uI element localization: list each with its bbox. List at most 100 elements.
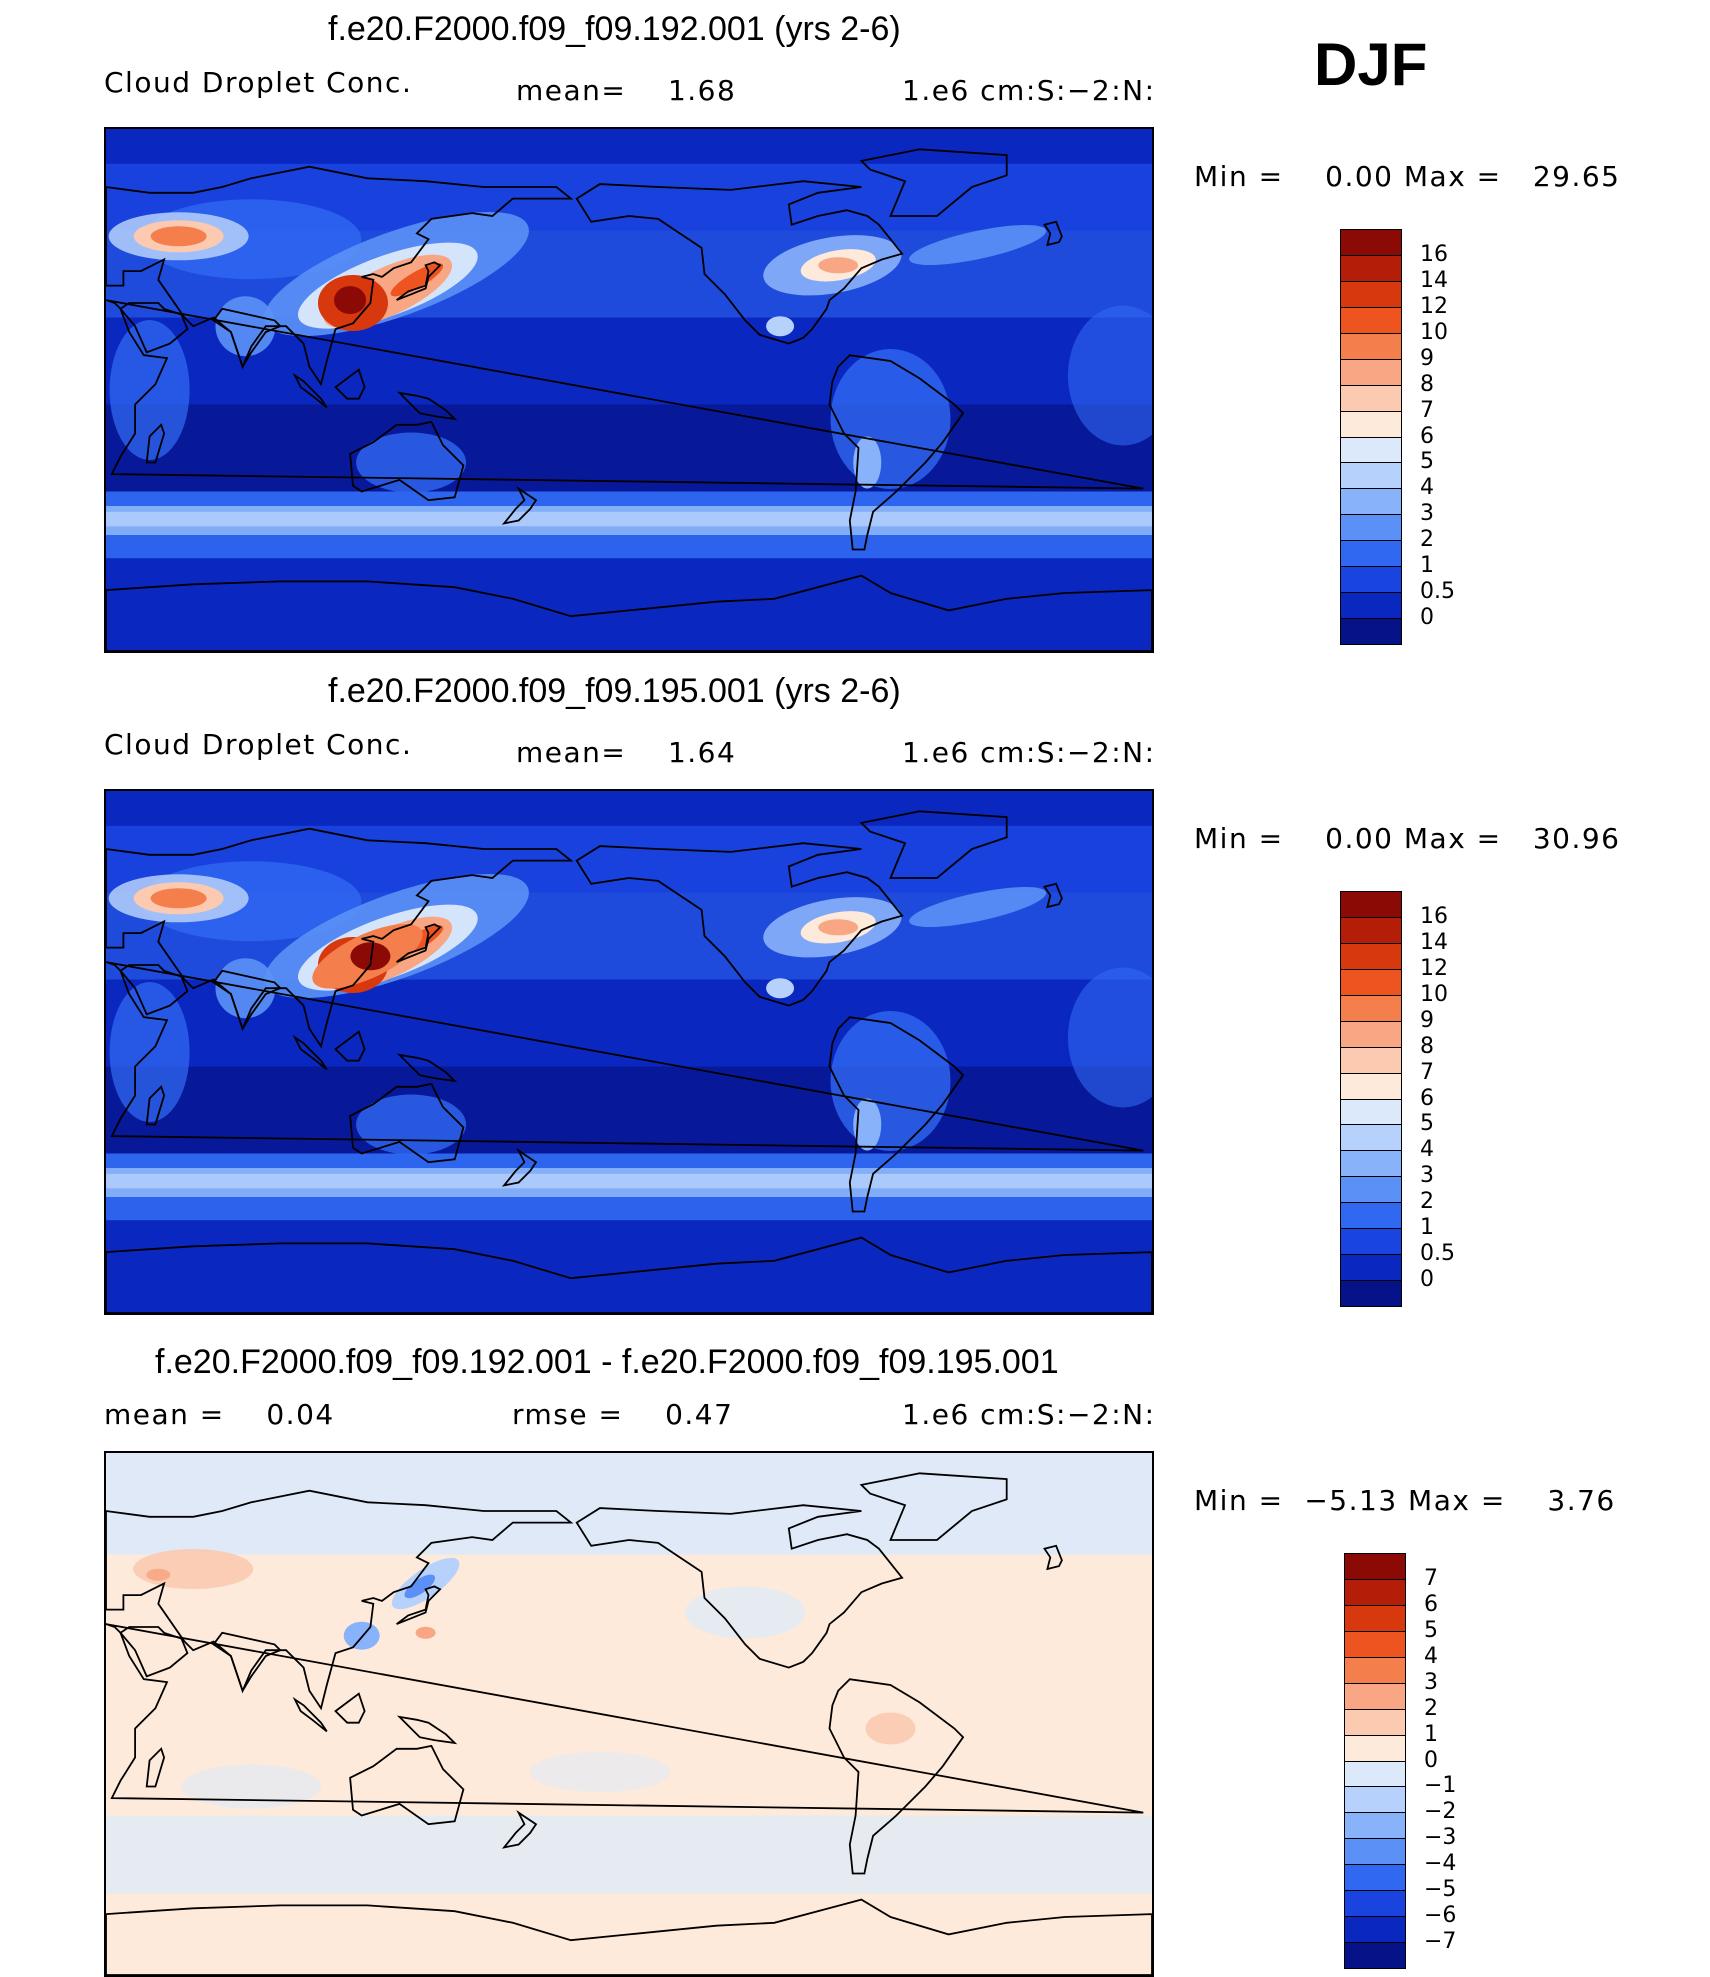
colorbar-tick-label: 3 <box>1424 1669 1438 1695</box>
colorbar-swatch <box>1340 229 1402 256</box>
coastline-sumatra <box>292 372 328 409</box>
colorbar-tick-label: −6 <box>1424 1903 1457 1929</box>
colorbar-swatch <box>1344 1890 1406 1918</box>
field-contour <box>334 286 367 315</box>
field-contour <box>909 887 1047 927</box>
panel-3-map <box>104 1451 1154 1977</box>
colorbar-swatch <box>1340 1098 1402 1126</box>
field-contour <box>1067 305 1152 446</box>
colorbar-tick-label: 0 <box>1420 1267 1434 1293</box>
field-contour <box>766 978 795 999</box>
colorbar-swatch <box>1340 968 1402 996</box>
coastline-uk <box>1043 1544 1063 1571</box>
colorbar-tick-label: 7 <box>1420 397 1434 423</box>
colorbar-tick-label: 9 <box>1420 1007 1434 1033</box>
panel-1-variable-label: Cloud Droplet Conc. <box>104 66 413 99</box>
field-contour <box>818 919 859 936</box>
field-contour <box>133 1549 254 1589</box>
field-band <box>106 1453 1152 1555</box>
colorbar-swatch <box>1344 1786 1406 1814</box>
coastline-eurasia <box>106 1489 574 1711</box>
colorbar-swatch <box>1340 916 1402 944</box>
colorbar-tick-label: 16 <box>1420 241 1448 267</box>
panel-1-units: 1.e6 cm:S:−2:N: <box>902 74 1156 107</box>
coastline-madag <box>145 1085 166 1126</box>
coastline-nz <box>501 1147 538 1187</box>
colorbar-tick-label: 0 <box>1424 1747 1438 1773</box>
colorbar-swatch <box>1344 1942 1406 1969</box>
coastline-samerica <box>828 1678 965 1875</box>
coastline-borneo <box>334 1692 366 1724</box>
colorbar-swatch <box>1344 1604 1406 1632</box>
coastline-antarctica <box>106 574 1152 651</box>
colorbar-swatch <box>1340 1254 1402 1282</box>
panel-2-title: f.e20.F2000.f09_f09.195.001 (yrs 2-6) <box>328 672 901 710</box>
coastline-nz <box>501 485 538 525</box>
colorbar-tick-label: 2 <box>1420 527 1434 553</box>
panel-2-map <box>104 789 1154 1315</box>
coastline-nz <box>501 1809 538 1849</box>
colorbar-tick-label: 9 <box>1420 345 1434 371</box>
field-contour <box>830 1011 951 1151</box>
field-contour <box>909 225 1047 265</box>
panel-3-rmse: rmse = 0.47 <box>512 1398 734 1431</box>
coastline-eurasia <box>106 827 574 1049</box>
coastline-sumatra <box>292 1696 328 1733</box>
colorbar-swatch <box>1340 436 1402 464</box>
coastline-greenland <box>859 148 1008 217</box>
colorbar-tick-label: 12 <box>1420 293 1448 319</box>
panel-2-colorbar: 16 14 12 10 9 8 7 6 5 4 3 2 1 0.5 0 <box>1340 891 1482 1307</box>
panel-3-colorbar: 7 6 5 4 3 2 1 0 −1 −2 −3 −4 −5 −6 −7 <box>1344 1553 1486 1969</box>
coastline-australia <box>349 420 465 502</box>
field-contour <box>1067 967 1152 1108</box>
colorbar-swatch <box>1340 1150 1402 1178</box>
field-contour <box>350 942 391 971</box>
colorbar-swatch <box>1344 1708 1406 1736</box>
field-contour <box>766 316 795 337</box>
colorbar-tick-label: 3 <box>1420 1163 1434 1189</box>
colorbar-swatch <box>1340 1020 1402 1048</box>
coastline-samerica <box>828 1016 965 1213</box>
field-band <box>106 1815 1152 1894</box>
colorbar-tick-label: −1 <box>1424 1773 1457 1799</box>
field-contour <box>150 888 207 909</box>
colorbar-tick-label: −7 <box>1424 1929 1457 1955</box>
field-contour <box>830 349 951 489</box>
field-contour <box>853 1098 882 1151</box>
colorbar-tick-label: 1 <box>1420 1215 1434 1241</box>
field-contour <box>343 1621 380 1650</box>
field-contour <box>404 1574 436 1599</box>
colorbar-swatch <box>1340 994 1402 1022</box>
coastline-arabia <box>119 964 189 1016</box>
coastline-australia <box>349 1082 465 1164</box>
colorbar-tick-label: 2 <box>1420 1189 1434 1215</box>
colorbar-tick-label: 0.5 <box>1420 579 1455 605</box>
colorbar-tick-label: 10 <box>1420 981 1448 1007</box>
colorbar-swatch <box>1344 1812 1406 1840</box>
field-band <box>106 535 1152 559</box>
panel-1-colorbar: 16 14 12 10 9 8 7 6 5 4 3 2 1 0.5 0 <box>1340 229 1482 645</box>
colorbar-tick-label: 1 <box>1420 553 1434 579</box>
colorbar-tick-label: 5 <box>1420 1111 1434 1137</box>
field-contour <box>818 257 859 274</box>
colorbar-tick-label: 6 <box>1424 1591 1438 1617</box>
coastline-japan <box>396 1585 442 1625</box>
coastline-antarctica <box>106 1898 1152 1975</box>
colorbar-swatch <box>1340 566 1402 594</box>
colorbar-tick-label: 5 <box>1424 1617 1438 1643</box>
field-band <box>106 1173 1152 1189</box>
panel-3-minmax: Min = −5.13 Max = 3.76 <box>1194 1484 1616 1517</box>
colorbar-swatch <box>1340 942 1402 970</box>
panel-2-mean: mean= 1.64 <box>516 736 737 769</box>
coastline-namerica <box>575 842 904 1007</box>
coastline-india <box>212 307 282 369</box>
colorbar-tick-label: −4 <box>1424 1851 1457 1877</box>
colorbar-tick-label: 16 <box>1420 903 1448 929</box>
colorbar-tick-label: 4 <box>1420 475 1434 501</box>
coastline-arabia <box>119 302 189 354</box>
field-band <box>106 404 1152 492</box>
coastline-borneo <box>334 368 366 400</box>
coastline-australia <box>349 1744 465 1826</box>
colorbar-tick-label: 8 <box>1420 1033 1434 1059</box>
coastline-india <box>212 1631 282 1693</box>
